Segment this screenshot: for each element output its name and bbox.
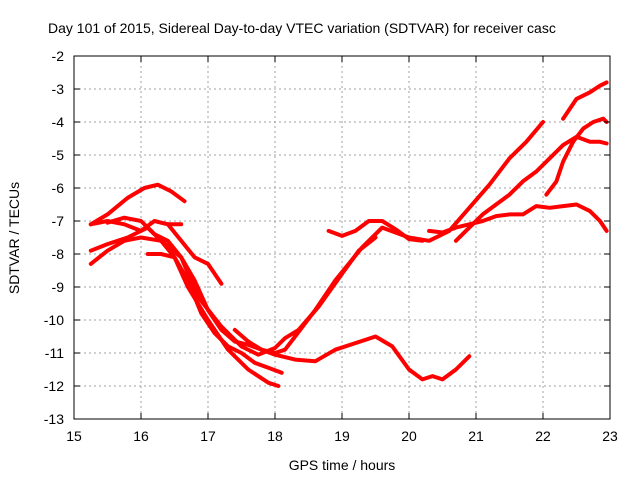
y-tick-label: -13 — [44, 411, 64, 427]
series-track-h — [232, 327, 472, 382]
x-tick-label: 22 — [535, 428, 551, 444]
y-tick-label: -11 — [45, 345, 64, 361]
y-tick-label: -12 — [44, 378, 64, 394]
series-track-k — [453, 134, 609, 243]
grid-lines — [74, 56, 610, 419]
x-tick-label: 20 — [401, 428, 417, 444]
x-tick-label: 16 — [133, 428, 149, 444]
x-tick-label: 17 — [200, 428, 216, 444]
series-track-j — [427, 202, 609, 235]
series-track-g — [165, 222, 224, 286]
x-axis-label: GPS time / hours — [289, 457, 396, 473]
axis-ticks — [73, 55, 611, 420]
y-tick-label: -3 — [52, 81, 65, 97]
series-track-c — [88, 235, 378, 357]
x-tick-label: 19 — [334, 428, 350, 444]
y-tick-label: -7 — [52, 213, 65, 229]
series-group — [88, 80, 609, 388]
y-tick-labels: -2 -3 -4 -5 -6 -7 -8 -9 -10 -11 -12 -13 — [44, 48, 64, 427]
series-track-l — [544, 116, 609, 197]
x-tick-label: 21 — [468, 428, 484, 444]
series-track-i — [326, 219, 425, 243]
y-tick-label: -2 — [52, 48, 65, 64]
chart-title: Day 101 of 2015, Sidereal Day-to-day VTE… — [48, 20, 556, 36]
y-axis-label: SDTVAR / TECUs — [6, 182, 22, 294]
y-tick-label: -8 — [52, 246, 65, 262]
series-track-f — [145, 252, 284, 375]
y-tick-label: -4 — [52, 114, 65, 130]
series-track-e — [105, 120, 545, 355]
y-tick-label: -5 — [52, 147, 65, 163]
y-tick-label: -6 — [52, 180, 65, 196]
y-tick-label: -9 — [52, 279, 65, 295]
x-tick-label: 23 — [602, 428, 618, 444]
y-tick-label: -10 — [44, 312, 64, 328]
x-tick-label: 18 — [267, 428, 283, 444]
x-tick-label: 15 — [66, 428, 82, 444]
series-track-a — [88, 182, 187, 227]
series-track-m — [561, 80, 609, 121]
series-track-d — [88, 225, 281, 388]
x-tick-labels: 15 16 17 18 19 20 21 22 23 — [66, 428, 618, 444]
